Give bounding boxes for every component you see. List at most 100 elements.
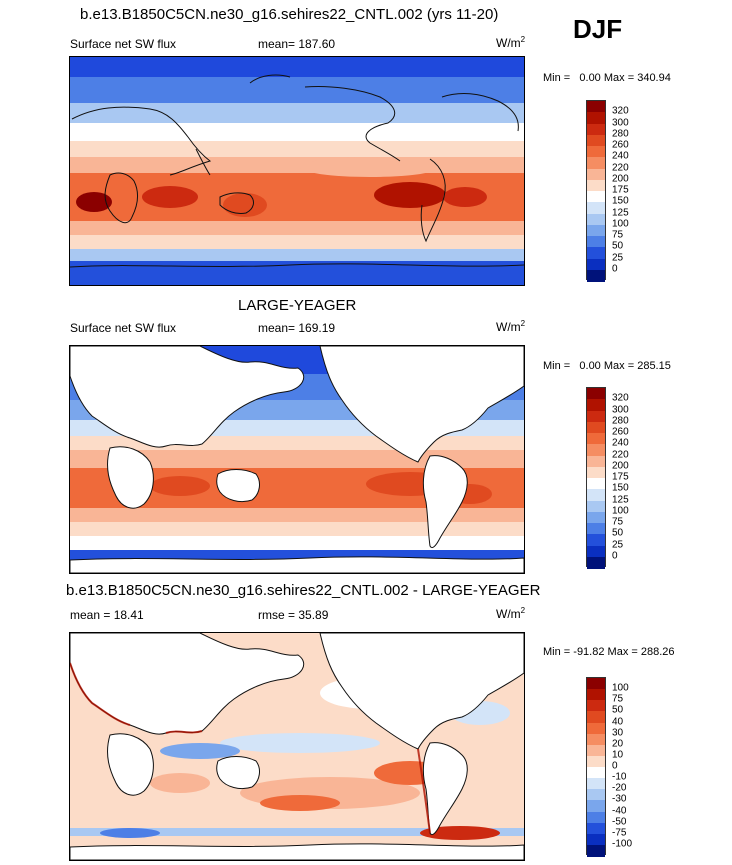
panel-3-colorbar-tick-label: -100	[612, 838, 633, 850]
panel-3-colorbar-segment	[587, 678, 605, 690]
panel-3-colorbar-tick-label: -30	[612, 793, 627, 805]
panel-3-colorbar-segment	[587, 778, 605, 790]
panel-3-colorbar-segment	[587, 722, 605, 735]
panel-3-title: b.e13.B1850C5CN.ne30_g16.sehires22_CNTL.…	[66, 582, 541, 599]
panel-2-colorbar-segment	[587, 478, 605, 490]
panel-3-map-svg	[70, 633, 524, 860]
panel-2-units: W/m2	[496, 319, 526, 334]
panel-1-colorbar-bar	[586, 100, 606, 282]
panel-1-colorbar-segment	[587, 146, 605, 158]
panel-2-colorbar-bar	[586, 387, 606, 569]
panel-2-colorbar-segment	[587, 523, 605, 535]
panel-3-colorbar-tick-label: 75	[612, 693, 624, 705]
panel-3-colorbar-tick-label: -50	[612, 816, 627, 828]
panel-3-colorbar-tick-label: -20	[612, 782, 627, 794]
panel-1-colorbar-segment	[587, 134, 605, 147]
panel-2-mean-label: mean= 169.19	[258, 321, 336, 335]
panel-1-colorbar-tick-label: 175	[612, 184, 629, 196]
panel-1-colorbar-tick-label: 300	[612, 117, 629, 128]
panel-1-colorbar-tick-label: 240	[612, 150, 629, 162]
panel-2-colorbar-tick-label: 220	[612, 449, 629, 460]
panel-3-colorbar-segment	[587, 789, 605, 801]
panel-1-colorbar-tick-label: 320	[612, 105, 629, 117]
panel-3-colorbar-segment	[587, 767, 605, 779]
panel-1-minmax: Min = 0.00 Max = 340.94	[543, 72, 671, 84]
panel-2-colorbar-tick-label: 125	[612, 494, 629, 505]
panel-3-colorbar-tick-label: -10	[612, 771, 627, 783]
panel-3-colorbar-segment	[587, 700, 605, 712]
panel-2-colorbar-tick-label: 260	[612, 426, 629, 438]
panel-1-colorbar-segment	[587, 213, 605, 226]
panel-3-colorbar-tick-label: 10	[612, 749, 624, 761]
panel-1-title: b.e13.B1850C5CN.ne30_g16.sehires22_CNTL.…	[80, 6, 499, 23]
panel-1-colorbar-tick-label: 260	[612, 139, 629, 151]
panel-2-colorbar-segment	[587, 511, 605, 524]
panel-3-rmse-label: rmse = 35.89	[258, 608, 329, 622]
panel-1-colorbar-tick-label: 200	[612, 173, 629, 185]
panel-3-colorbar-segment	[587, 744, 605, 757]
panel-3-colorbar-tick-label: 50	[612, 704, 624, 716]
panel-3-colorbar-tick-label: 40	[612, 716, 624, 727]
panel-2-variable-label: Surface net SW flux	[70, 321, 177, 335]
panel-1-colorbar-segment	[587, 236, 605, 248]
panel-2-colorbar-tick-label: 150	[612, 482, 629, 494]
panel-3-mean-label: mean = 18.41	[70, 608, 144, 622]
panel-3-colorbar-segment	[587, 711, 605, 723]
panel-2-colorbar-segment	[587, 455, 605, 468]
panel-2-colorbar-segment	[587, 545, 605, 558]
panel-2-colorbar-segment	[587, 556, 605, 569]
panel-3-colorbar-bar	[586, 677, 606, 857]
panel-1-colorbar-segment	[587, 258, 605, 271]
panel-1-colorbar-segment	[587, 269, 605, 282]
panel-2-colorbar-segment	[587, 388, 605, 400]
panel-2-colorbar-segment	[587, 421, 605, 434]
panel-3-colorbar-segment	[587, 822, 605, 835]
panel-2-colorbar-segment	[587, 534, 605, 546]
panel-3-colorbar-segment	[587, 689, 605, 701]
panel-3-colorbar-segment	[587, 833, 605, 846]
panel-2-colorbar-tick-label: 175	[612, 471, 629, 483]
panel-2-colorbar-segment	[587, 444, 605, 456]
panel-2-colorbar-tick-label: 100	[612, 505, 629, 517]
panel-1-mean-label: mean= 187.60	[258, 37, 336, 51]
panel-3-colorbar-segment	[587, 733, 605, 746]
panel-1-colorbar-segment	[587, 179, 605, 192]
panel-3-colorbar-segment	[587, 811, 605, 824]
season-label: DJF	[573, 14, 623, 44]
panel-1-colorbar-tick-label: 25	[612, 252, 624, 263]
panel-1-colorbar-tick-label: 100	[612, 218, 629, 230]
panel-2-colorbar-tick-label: 0	[612, 550, 618, 562]
panel-2-colorbar-segment	[587, 399, 605, 411]
panel-2-colorbar-tick-label: 320	[612, 392, 629, 404]
panel-1-colorbar-segment	[587, 224, 605, 237]
panel-1-colorbar-segment	[587, 202, 605, 214]
panel-2-colorbar-tick-label: 75	[612, 516, 624, 528]
panel-3-colorbar-tick-label: -75	[612, 827, 627, 839]
panel-3-colorbar-segment	[587, 844, 605, 857]
panel-1-units: W/m2	[496, 35, 526, 50]
panel-1-colorbar-segment	[587, 247, 605, 259]
panel-1-colorbar-segment	[587, 168, 605, 181]
panel-3-colorbar-tick-label: 100	[612, 682, 629, 694]
panel-2-colorbar-tick-label: 200	[612, 460, 629, 472]
panel-1-colorbar-tick-label: 150	[612, 195, 629, 207]
panel-3-colorbar-tick-label: -40	[612, 805, 627, 816]
panel-1-colorbar-segment	[587, 112, 605, 124]
panel-2-map	[69, 345, 525, 574]
panel-3-colorbar-tick-label: 20	[612, 738, 624, 750]
panel-3-colorbar-tick-label: 0	[612, 760, 618, 772]
panel-2-colorbar-tick-label: 300	[612, 404, 629, 415]
panel-1-colorbar-tick-label: 75	[612, 229, 624, 241]
panel-1-colorbar-tick-label: 0	[612, 263, 618, 275]
panel-1-colorbar-segment	[587, 191, 605, 203]
panel-1-colorbar-segment	[587, 123, 605, 136]
panel-3-colorbar-segment	[587, 800, 605, 812]
panel-1-variable-label: Surface net SW flux	[70, 37, 177, 51]
panel-2-colorbar-segment	[587, 410, 605, 423]
panel-2-colorbar-segment	[587, 433, 605, 445]
panel-2-colorbar-segment	[587, 500, 605, 513]
panel-1-colorbar-tick-label: 220	[612, 162, 629, 173]
panel-3-colorbar-segment	[587, 755, 605, 768]
panel-2-title: LARGE-YEAGER	[238, 297, 357, 314]
panel-3-units: W/m2	[496, 606, 526, 621]
